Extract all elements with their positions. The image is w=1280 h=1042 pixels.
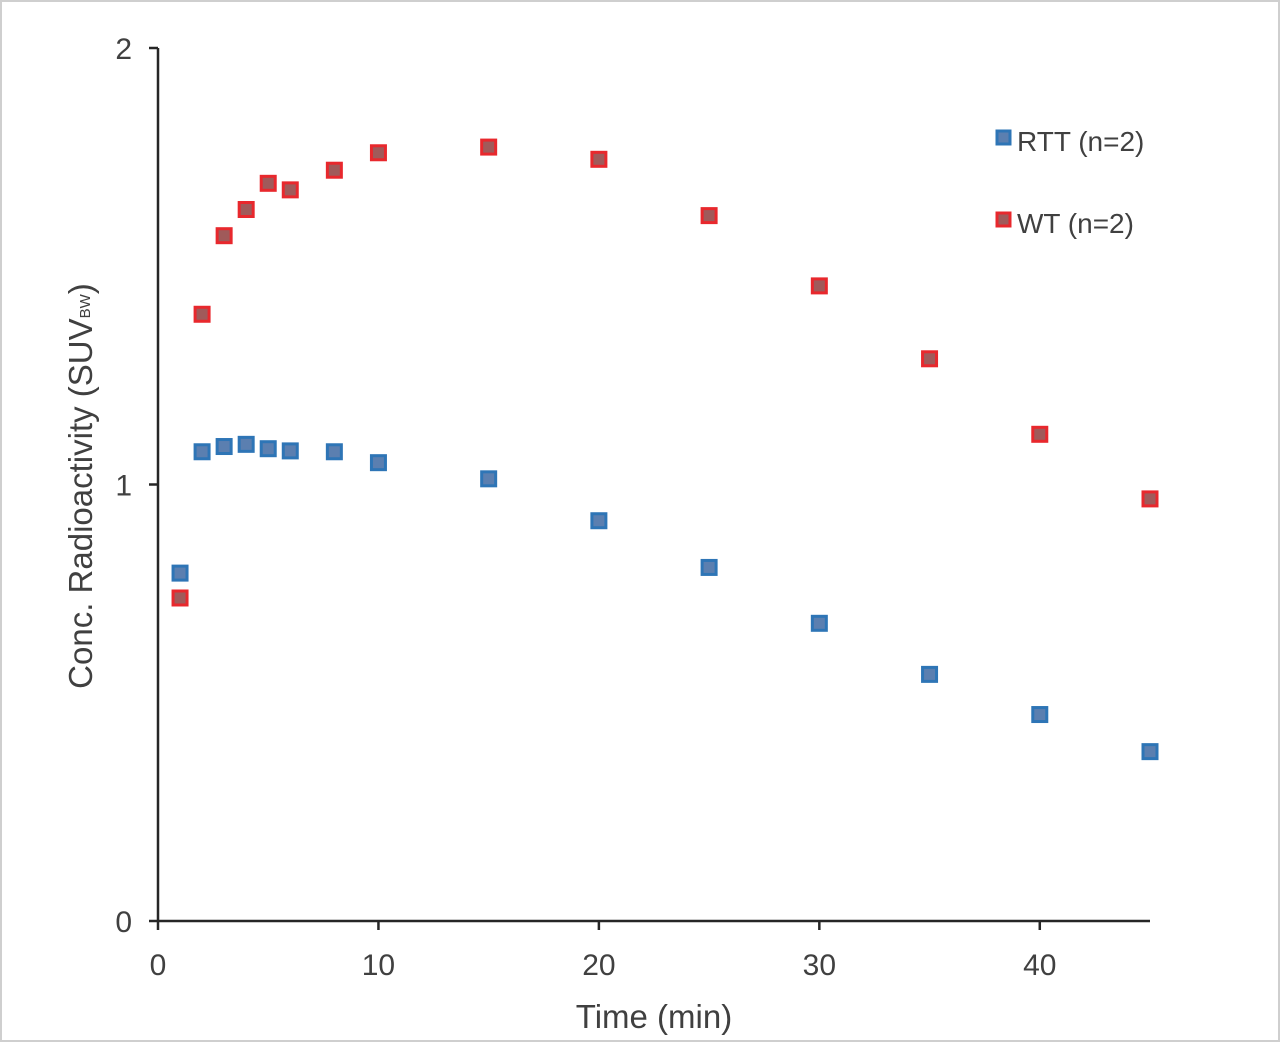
data-point-wt	[259, 174, 277, 192]
legend-marker-rtt	[995, 129, 1012, 146]
data-point-rtt	[281, 442, 299, 460]
data-point-rtt	[215, 438, 233, 456]
data-point-wt	[281, 181, 299, 199]
legend-label-rtt: RTT (n=2)	[1017, 126, 1144, 157]
legend-label-wt: WT (n=2)	[1017, 208, 1134, 239]
y-axis-title-close: )	[62, 283, 99, 294]
data-point-rtt	[810, 614, 828, 632]
y-tick-label: 2	[115, 33, 132, 66]
data-point-wt	[171, 589, 189, 607]
y-tick-label: 0	[115, 906, 132, 939]
data-point-rtt	[480, 470, 498, 488]
data-point-rtt	[259, 440, 277, 458]
data-point-wt	[325, 161, 343, 179]
data-point-wt	[810, 277, 828, 295]
y-axis-title: Conc. Radioactivity (SUVBW)	[62, 283, 99, 689]
x-tick-label: 40	[1023, 949, 1056, 982]
data-point-rtt	[171, 564, 189, 582]
data-point-wt	[1141, 490, 1159, 508]
x-axis-title: Time (min)	[576, 998, 732, 1035]
x-ticks: 0 10 20 30 40	[150, 921, 1056, 982]
data-point-wt	[237, 201, 255, 219]
x-tick-label: 10	[362, 949, 395, 982]
y-ticks: 0 1 2	[115, 33, 158, 939]
data-point-wt	[590, 150, 608, 168]
data-point-rtt	[921, 665, 939, 683]
data-point-rtt	[237, 435, 255, 453]
data-point-rtt	[193, 443, 211, 461]
data-point-rtt	[700, 558, 718, 576]
x-tick-label: 0	[150, 949, 167, 982]
data-point-rtt	[325, 443, 343, 461]
data-points	[171, 138, 1159, 761]
legend: RTT (n=2) WT (n=2)	[995, 126, 1144, 239]
axes	[156, 48, 1150, 923]
x-tick-label: 30	[803, 949, 836, 982]
data-point-wt	[193, 305, 211, 323]
data-point-wt	[921, 350, 939, 368]
data-point-rtt	[1031, 706, 1049, 724]
legend-marker-wt	[995, 211, 1012, 228]
x-tick-label: 20	[582, 949, 615, 982]
data-point-wt	[700, 207, 718, 225]
y-tick-label: 1	[115, 470, 132, 503]
data-point-wt	[215, 227, 233, 245]
data-point-wt	[1031, 425, 1049, 443]
data-point-wt	[480, 138, 498, 156]
data-point-rtt	[1141, 743, 1159, 761]
y-axis-title-main: Conc. Radioactivity (SUV	[62, 318, 99, 688]
data-point-rtt	[590, 512, 608, 530]
data-point-rtt	[369, 454, 387, 472]
y-axis-title-subscript: BW	[77, 293, 94, 318]
data-point-wt	[369, 144, 387, 162]
